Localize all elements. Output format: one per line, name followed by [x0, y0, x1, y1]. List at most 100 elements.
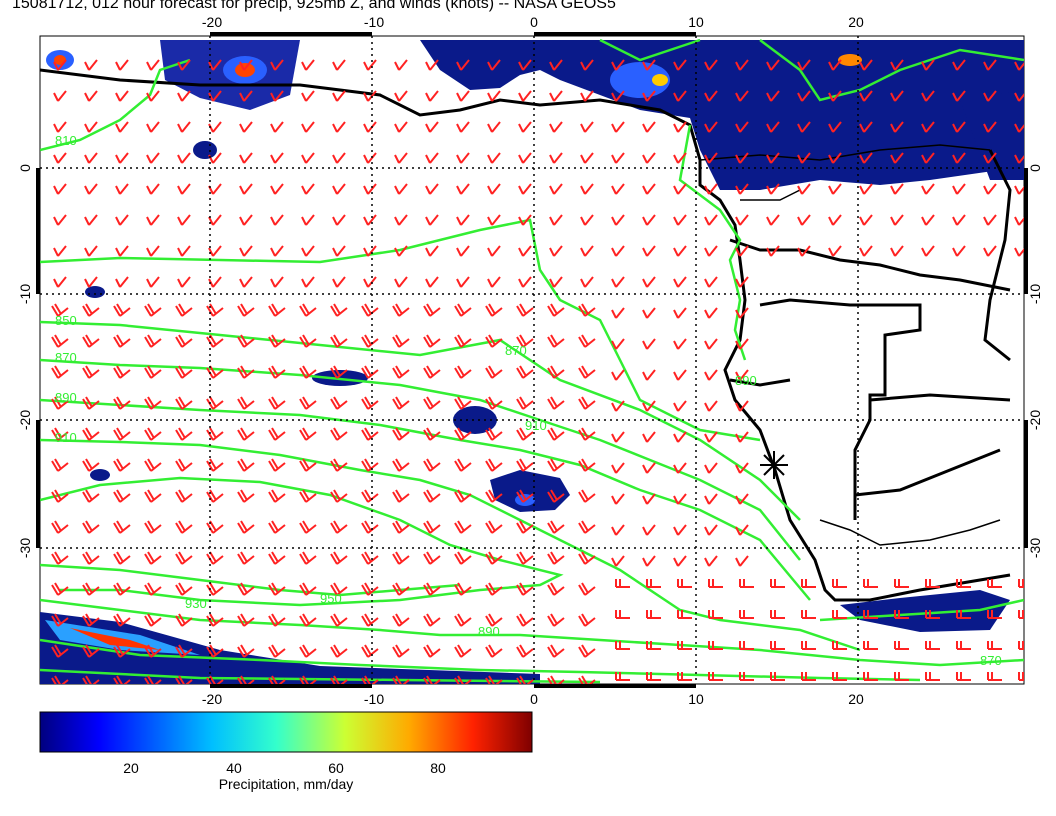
- wind-barb: [270, 152, 284, 164]
- wind-barb: [177, 245, 191, 257]
- wind-barb: [394, 214, 408, 226]
- wind-barb: [704, 493, 718, 505]
- wind-barb: [642, 400, 656, 412]
- wind-barb: [299, 365, 317, 379]
- wind-barb: [704, 90, 718, 102]
- contour-label: 910: [525, 418, 547, 433]
- wind-barb: [890, 90, 904, 102]
- wind-barb: [642, 152, 656, 164]
- wind-barb: [423, 644, 441, 658]
- wind-barb: [578, 365, 596, 379]
- lat-tick: -20: [1027, 410, 1043, 430]
- wind-barb: [1014, 247, 1024, 257]
- wind-barb: [177, 276, 191, 288]
- wind-barb: [175, 489, 193, 503]
- wind-barb: [708, 672, 723, 681]
- wind-barb: [268, 644, 286, 658]
- wind-barb: [611, 493, 625, 505]
- wind-barb: [735, 245, 749, 257]
- wind-barb: [921, 121, 935, 133]
- wind-barb: [299, 582, 317, 596]
- wind-barb: [859, 121, 873, 133]
- wind-barb: [890, 245, 904, 257]
- wind-barb: [113, 458, 131, 472]
- wind-barb: [611, 276, 625, 288]
- wind-barb: [330, 520, 348, 534]
- wind-barb: [177, 59, 191, 71]
- wind-barb: [144, 675, 162, 684]
- colorbar-tick: 40: [226, 760, 242, 776]
- wind-barb: [735, 400, 749, 412]
- wind-barb: [423, 334, 441, 348]
- contour-label: 870: [55, 350, 77, 365]
- wind-barb: [828, 59, 842, 71]
- wind-barb: [423, 427, 441, 441]
- wind-barb: [113, 365, 131, 379]
- wind-barb: [454, 303, 472, 317]
- lon-tick: 20: [848, 691, 864, 707]
- wind-barb: [144, 303, 162, 317]
- wind-barb: [925, 610, 940, 619]
- wind-barb: [301, 152, 315, 164]
- wind-barb: [206, 427, 224, 441]
- precip-colorbar: [39, 711, 533, 753]
- wind-barb: [394, 276, 408, 288]
- wind-barb: [84, 245, 98, 257]
- wind-barb: [766, 152, 780, 164]
- wind-barb: [673, 59, 687, 71]
- wind-barb: [425, 152, 439, 164]
- map-title: 15081712, 012 hour forecast for precip, …: [12, 0, 616, 12]
- wind-barb: [770, 579, 785, 588]
- wind-barb: [299, 303, 317, 317]
- wind-barb: [611, 431, 625, 443]
- wind-barb: [516, 303, 534, 317]
- wind-barb: [175, 613, 193, 627]
- wind-barb: [611, 90, 625, 102]
- wind-barb: [268, 489, 286, 503]
- wind-barb: [423, 520, 441, 534]
- wind-barb: [175, 303, 193, 317]
- wind-barb: [578, 334, 596, 348]
- wind-barb: [578, 613, 596, 627]
- wind-barb: [425, 90, 439, 102]
- wind-barb: [175, 675, 193, 684]
- wind-barb: [299, 458, 317, 472]
- wind-barb: [859, 214, 873, 226]
- wind-barb: [952, 152, 966, 164]
- wind-barb: [646, 641, 661, 650]
- wind-barb: [859, 90, 873, 102]
- wind-barb: [580, 152, 594, 164]
- wind-barb: [516, 520, 534, 534]
- wind-barb: [299, 613, 317, 627]
- contour-label: 850: [55, 313, 77, 328]
- wind-barb: [301, 121, 315, 133]
- wind-barb: [766, 183, 780, 195]
- wind-barb: [268, 396, 286, 410]
- wind-barb: [299, 396, 317, 410]
- wind-barb: [578, 396, 596, 410]
- wind-barb: [549, 245, 563, 257]
- wind-barb: [673, 90, 687, 102]
- wind-barb: [270, 183, 284, 195]
- wind-barb: [642, 276, 656, 288]
- wind-barb: [53, 183, 67, 195]
- wind-barb: [735, 59, 749, 71]
- wind-barb: [423, 582, 441, 596]
- wind-barb: [301, 276, 315, 288]
- wind-barb: [580, 90, 594, 102]
- wind-barb: [392, 303, 410, 317]
- wind-barb: [766, 121, 780, 133]
- contour-label: 890: [735, 373, 757, 388]
- wind-barb: [578, 303, 596, 317]
- wind-barb: [454, 489, 472, 503]
- wind-barb: [268, 582, 286, 596]
- contour-label: 810: [55, 133, 77, 148]
- wind-barb: [828, 245, 842, 257]
- wind-barb: [673, 121, 687, 133]
- wind-barb: [82, 489, 100, 503]
- wind-barb: [578, 520, 596, 534]
- wind-barb: [485, 427, 503, 441]
- wind-barb: [485, 396, 503, 410]
- wind-barb: [51, 458, 69, 472]
- wind-barb: [330, 396, 348, 410]
